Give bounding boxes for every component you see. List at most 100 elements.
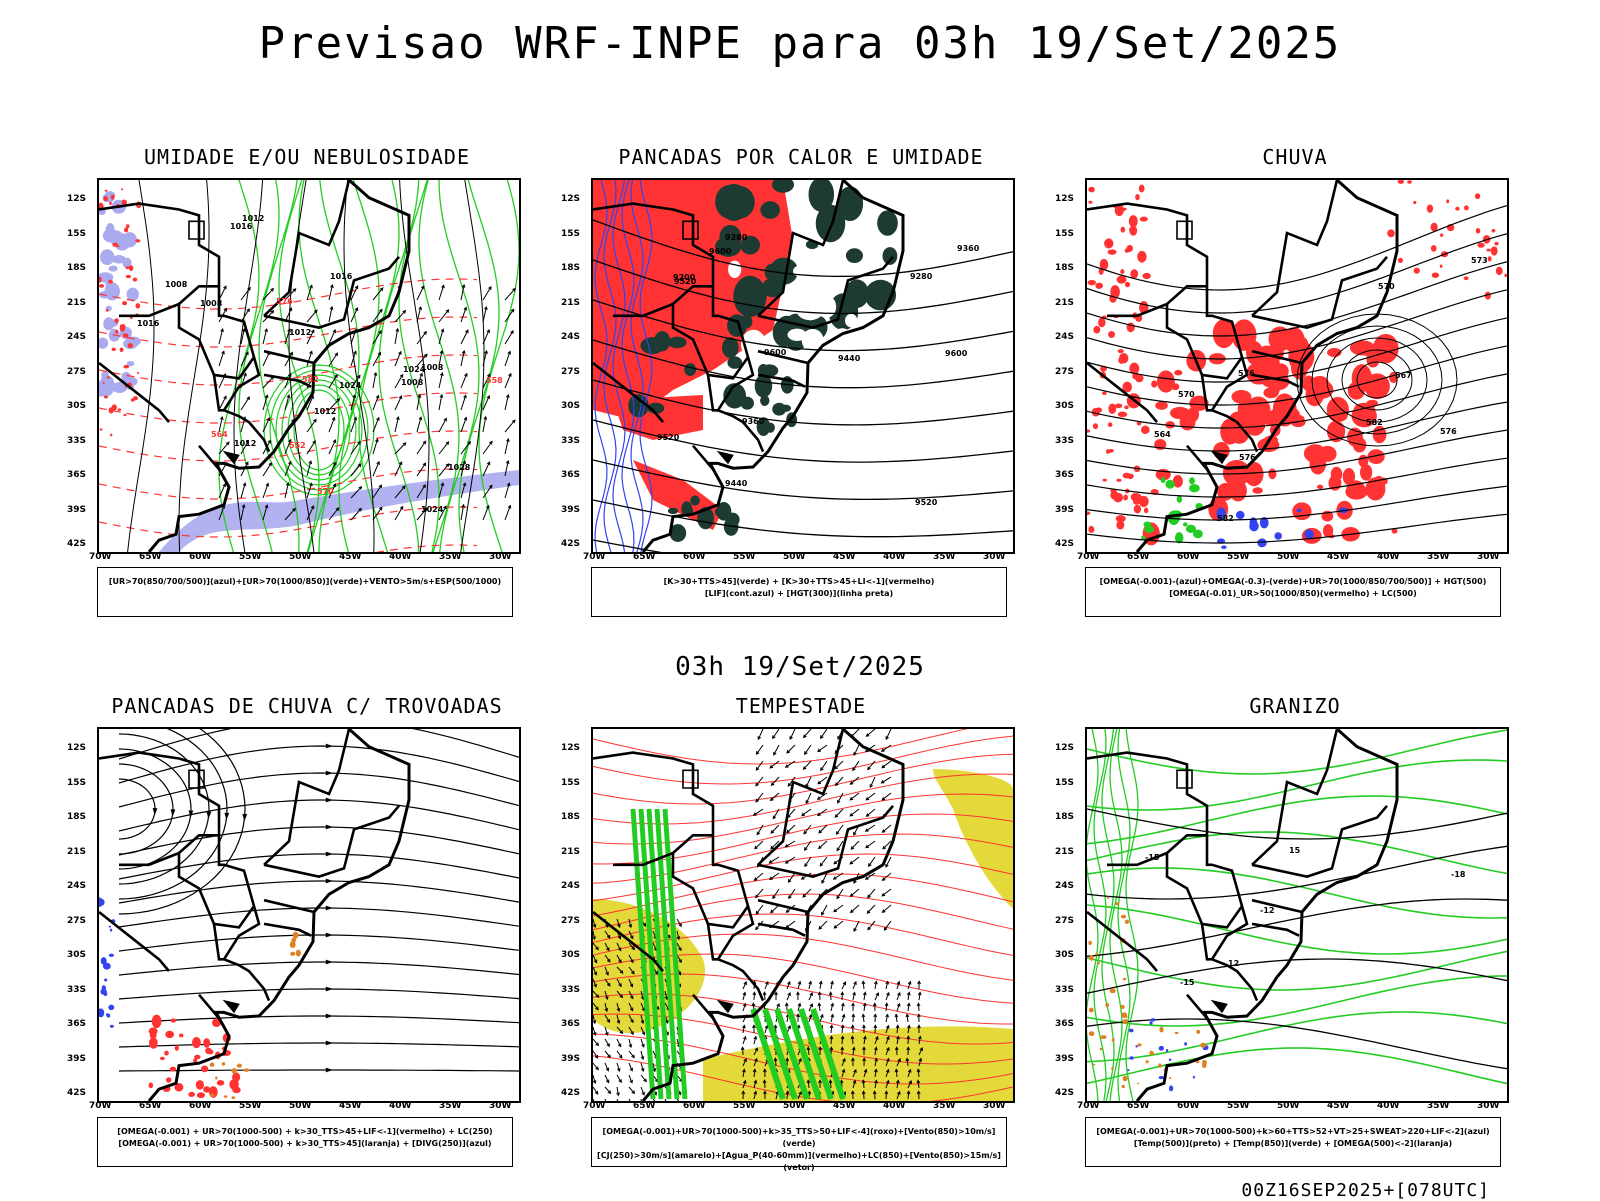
lon-tick-label: 35W xyxy=(933,552,955,562)
lat-tick-label: 39S xyxy=(1055,505,1074,515)
lat-tick-label: 39S xyxy=(67,1054,86,1064)
lat-tick-label: 36S xyxy=(67,470,86,480)
lon-tick-label: 40W xyxy=(883,552,905,562)
contour-label: 1008 xyxy=(401,378,424,387)
lon-tick-label: 45W xyxy=(339,552,361,562)
lon-tick-label: 45W xyxy=(1327,552,1349,562)
lat-tick-label: 30S xyxy=(1055,401,1074,411)
lat-tick-label: 12S xyxy=(1055,194,1074,204)
lon-tick-label: 35W xyxy=(439,1101,461,1111)
lon-tick-label: 35W xyxy=(439,552,461,562)
lon-tick-label: 30W xyxy=(489,1101,511,1111)
contour-label: 1012 xyxy=(234,439,256,448)
lon-tick-label: 60W xyxy=(683,552,705,562)
lat-tick-label: 33S xyxy=(67,985,86,995)
contour-label: 9520 xyxy=(915,498,938,507)
lon-tick-label: 55W xyxy=(239,552,261,562)
lon-tick-label: 35W xyxy=(1427,552,1449,562)
lat-tick-label: 15S xyxy=(67,229,86,239)
lat-tick-label: 42S xyxy=(1055,1088,1074,1098)
lat-tick-label: 21S xyxy=(561,298,580,308)
contour-label: 1024 xyxy=(421,505,444,514)
legend-line: [OMEGA(-0.001)+UR>70(1000-500)+k>60+TTS>… xyxy=(1086,1126,1500,1138)
lat-tick-label: 30S xyxy=(561,950,580,960)
lat-tick-label: 24S xyxy=(561,881,580,891)
lat-tick-label: 18S xyxy=(561,812,580,822)
contour-label: 1008 xyxy=(200,299,223,308)
contour-label: 1016 xyxy=(330,272,353,281)
panel-legend: [OMEGA(-0.001)-(azul)+OMEGA(-0.3)-(verde… xyxy=(1085,567,1501,617)
lat-tick-label: 27S xyxy=(67,367,86,377)
lon-tick-label: 60W xyxy=(1177,1101,1199,1111)
legend-line: [UR>70(850/700/500)](azul)+[UR>70(1000/8… xyxy=(98,576,512,588)
lat-tick-label: 27S xyxy=(1055,916,1074,926)
lon-tick-label: 35W xyxy=(1427,1101,1449,1111)
lon-tick-label: 30W xyxy=(983,552,1005,562)
legend-line: [K>30+TTS>45](verde) + [K>30+TTS>45+LI<-… xyxy=(592,576,1006,588)
legend-line: [OMEGA(-0.01)_UR>50(1000/850)(vermelho) … xyxy=(1086,588,1500,600)
lon-tick-label: 65W xyxy=(633,1101,655,1111)
lon-tick-label: 70W xyxy=(1077,552,1099,562)
panel-legend: [OMEGA(-0.001)+UR>70(1000-500)+k>35_TTS>… xyxy=(591,1117,1007,1167)
contour-label: 570 xyxy=(1378,282,1395,291)
lon-tick-label: 40W xyxy=(1377,1101,1399,1111)
contour-label: 9600 xyxy=(945,349,968,358)
contour-label: 1012 xyxy=(242,214,264,223)
lon-tick-label: 70W xyxy=(89,552,111,562)
lon-tick-label: 30W xyxy=(983,1101,1005,1111)
legend-line: [LIF](cont.azul) + [HGT(300)](linha pret… xyxy=(592,588,1006,600)
legend-line: [CJ(250)>30m/s](amarelo)+[Agua_P(40-60mm… xyxy=(592,1150,1006,1174)
lat-tick-label: 36S xyxy=(561,470,580,480)
lon-tick-label: 55W xyxy=(733,1101,755,1111)
lat-tick-label: 33S xyxy=(561,436,580,446)
lon-tick-label: 55W xyxy=(1227,1101,1249,1111)
lon-tick-label: 60W xyxy=(1177,552,1199,562)
lat-tick-label: 27S xyxy=(67,916,86,926)
lon-tick-label: 55W xyxy=(733,552,755,562)
map-canvas: 9600960096009520952095209440944093609360… xyxy=(593,180,1013,552)
panel-title: TEMPESTADE xyxy=(591,694,1011,718)
contour-label: 582 xyxy=(302,375,319,384)
lat-tick-label: 27S xyxy=(1055,367,1074,377)
lat-tick-label: 27S xyxy=(561,916,580,926)
lat-tick-label: 39S xyxy=(561,1054,580,1064)
contour-label: 564 xyxy=(211,430,228,439)
weather-map xyxy=(591,727,1015,1103)
lat-tick-label: 21S xyxy=(67,298,86,308)
lon-tick-label: 60W xyxy=(189,552,211,562)
lat-tick-label: 39S xyxy=(1055,1054,1074,1064)
lon-tick-label: 60W xyxy=(189,1101,211,1111)
lat-tick-label: 15S xyxy=(561,229,580,239)
legend-line: [OMEGA(-0.001)+UR>70(1000-500)+k>35_TTS>… xyxy=(592,1126,1006,1150)
lat-tick-label: 18S xyxy=(1055,812,1074,822)
lon-tick-label: 50W xyxy=(1277,552,1299,562)
lat-tick-label: 24S xyxy=(561,332,580,342)
contour-label: 1024 xyxy=(339,381,362,390)
panel-legend: [UR>70(850/700/500)](azul)+[UR>70(1000/8… xyxy=(97,567,513,617)
lat-tick-label: 36S xyxy=(561,1019,580,1029)
legend-line: [OMEGA(-0.001)-(azul)+OMEGA(-0.3)-(verde… xyxy=(1086,576,1500,588)
contour-label: -12 xyxy=(1260,906,1274,915)
lat-tick-label: 39S xyxy=(67,505,86,515)
panel-legend: [K>30+TTS>45](verde) + [K>30+TTS>45+LI<-… xyxy=(591,567,1007,617)
valid-time-title: 03h 19/Set/2025 xyxy=(0,652,1600,682)
contour-label: 9360 xyxy=(957,244,980,253)
lat-tick-label: 30S xyxy=(1055,950,1074,960)
legend-line: [OMEGA(-0.001) + UR>70(1000-500) + k>30_… xyxy=(98,1138,512,1150)
lat-tick-label: 42S xyxy=(1055,539,1074,549)
panel-title: PANCADAS POR CALOR E UMIDADE xyxy=(591,145,1011,169)
contour-label: 1016 xyxy=(137,319,160,328)
lat-tick-label: 39S xyxy=(561,505,580,515)
panel-title: GRANIZO xyxy=(1085,694,1505,718)
contour-label: 1016 xyxy=(230,222,253,231)
contour-label: 1012 xyxy=(314,407,336,416)
lat-tick-label: 24S xyxy=(67,881,86,891)
lat-tick-label: 12S xyxy=(561,743,580,753)
lat-tick-label: 12S xyxy=(67,743,86,753)
contour-label: 576 xyxy=(1239,453,1256,462)
contour-label: -18 xyxy=(1451,870,1466,879)
